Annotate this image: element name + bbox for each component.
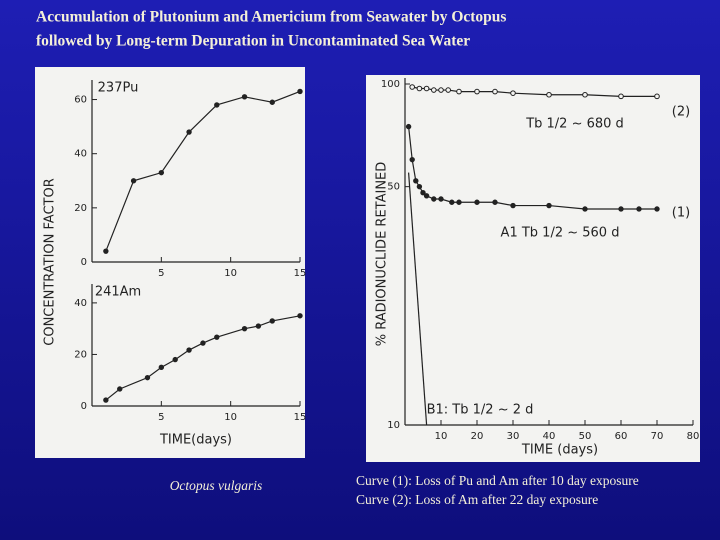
data-point [186,129,192,135]
data-point [413,178,419,184]
data-point [618,93,624,100]
data-point [297,313,303,319]
data-point [409,156,415,163]
x-tick-label: 10 [224,268,237,279]
data-point [144,374,151,381]
x-tick-label: 30 [507,431,520,442]
data-point [456,199,462,205]
y-tick-label: 10 [387,420,400,431]
data-point [405,123,412,130]
data-point [636,206,642,212]
annotation: (2) [672,105,690,120]
x-tick-label: 20 [471,431,484,442]
data-point [269,318,275,324]
title-line: followed by Long-term Depuration in Unco… [36,33,470,50]
data-point [200,340,206,346]
title-line: Accumulation of Plutonium and Americium … [36,9,506,26]
x-tick-label: 5 [158,268,164,279]
x-tick-label: 10 [435,431,448,442]
data-point [582,91,588,98]
y-axis-label: % RADIONUCLIDE RETAINED [375,162,390,347]
data-point [654,93,660,100]
data-point [103,397,109,403]
x-tick-label: 40 [543,431,556,442]
annotation: 241Am [95,285,141,300]
data-point [474,88,480,95]
y-axis-label: CONCENTRATION FACTOR [43,178,58,345]
annotation: B1: Tb 1/2 ~ 2 d [427,403,534,418]
left-caption: Octopus vulgaris [170,478,263,493]
x-tick-label: 60 [615,431,628,442]
y-tick-label: 20 [74,349,87,360]
y-tick-label: 0 [81,257,87,268]
data-point [492,88,498,95]
data-point [423,85,430,92]
data-point [474,199,480,205]
y-tick-label: 20 [74,203,87,214]
data-point [255,323,262,329]
x-axis-label: TIME (days) [521,443,598,458]
right-caption: Curve (2): Loss of Am after 22 day expos… [356,492,598,507]
data-point [130,178,137,184]
data-point [445,87,452,93]
y-tick-label: 50 [387,182,400,193]
right-caption: Curve (1): Loss of Pu and Am after 10 da… [356,473,639,488]
data-point [431,196,437,202]
data-point [431,87,437,93]
data-point [269,99,275,105]
data-point [456,88,462,95]
data-point [546,91,552,98]
data-point [172,356,178,363]
data-point [416,85,423,92]
data-point [510,202,516,209]
right-figure [366,75,700,462]
data-point [654,206,660,212]
data-point [423,193,430,199]
data-point [214,334,220,340]
y-tick-label: 40 [74,149,87,160]
annotation: (1) [672,206,690,221]
y-tick-label: 40 [74,298,87,309]
data-point [214,102,220,108]
data-point [618,206,624,212]
x-tick-label: 70 [651,431,664,442]
annotation: 237Pu [98,81,139,96]
data-point [416,183,423,190]
data-point [420,189,426,196]
data-point [241,325,248,332]
data-point [510,90,516,96]
x-tick-label: 5 [158,412,164,423]
x-axis-label: TIME(days) [159,433,232,448]
data-point [103,248,109,254]
x-tick-label: 15 [294,412,307,423]
data-point [546,202,552,209]
data-point [449,199,455,205]
annotation: A1 Tb 1/2 ~ 560 d [501,226,620,241]
data-point [492,199,498,205]
data-point [582,206,588,212]
y-tick-label: 60 [74,95,87,106]
x-tick-label: 80 [687,431,700,442]
data-point [117,386,123,392]
x-tick-label: 15 [294,268,307,279]
data-point [438,196,444,202]
x-tick-label: 10 [224,412,237,423]
data-point [297,88,303,95]
series-line [408,172,428,426]
data-point [438,87,444,93]
y-tick-label: 100 [381,79,400,90]
series-line [105,90,301,252]
data-point [158,169,165,176]
data-point [186,347,192,353]
data-point [241,94,248,100]
x-tick-label: 50 [579,431,592,442]
data-point [158,364,165,371]
data-point [409,84,416,90]
y-tick-label: 0 [81,401,87,412]
annotation: Tb 1/2 ~ 680 d [525,117,624,132]
